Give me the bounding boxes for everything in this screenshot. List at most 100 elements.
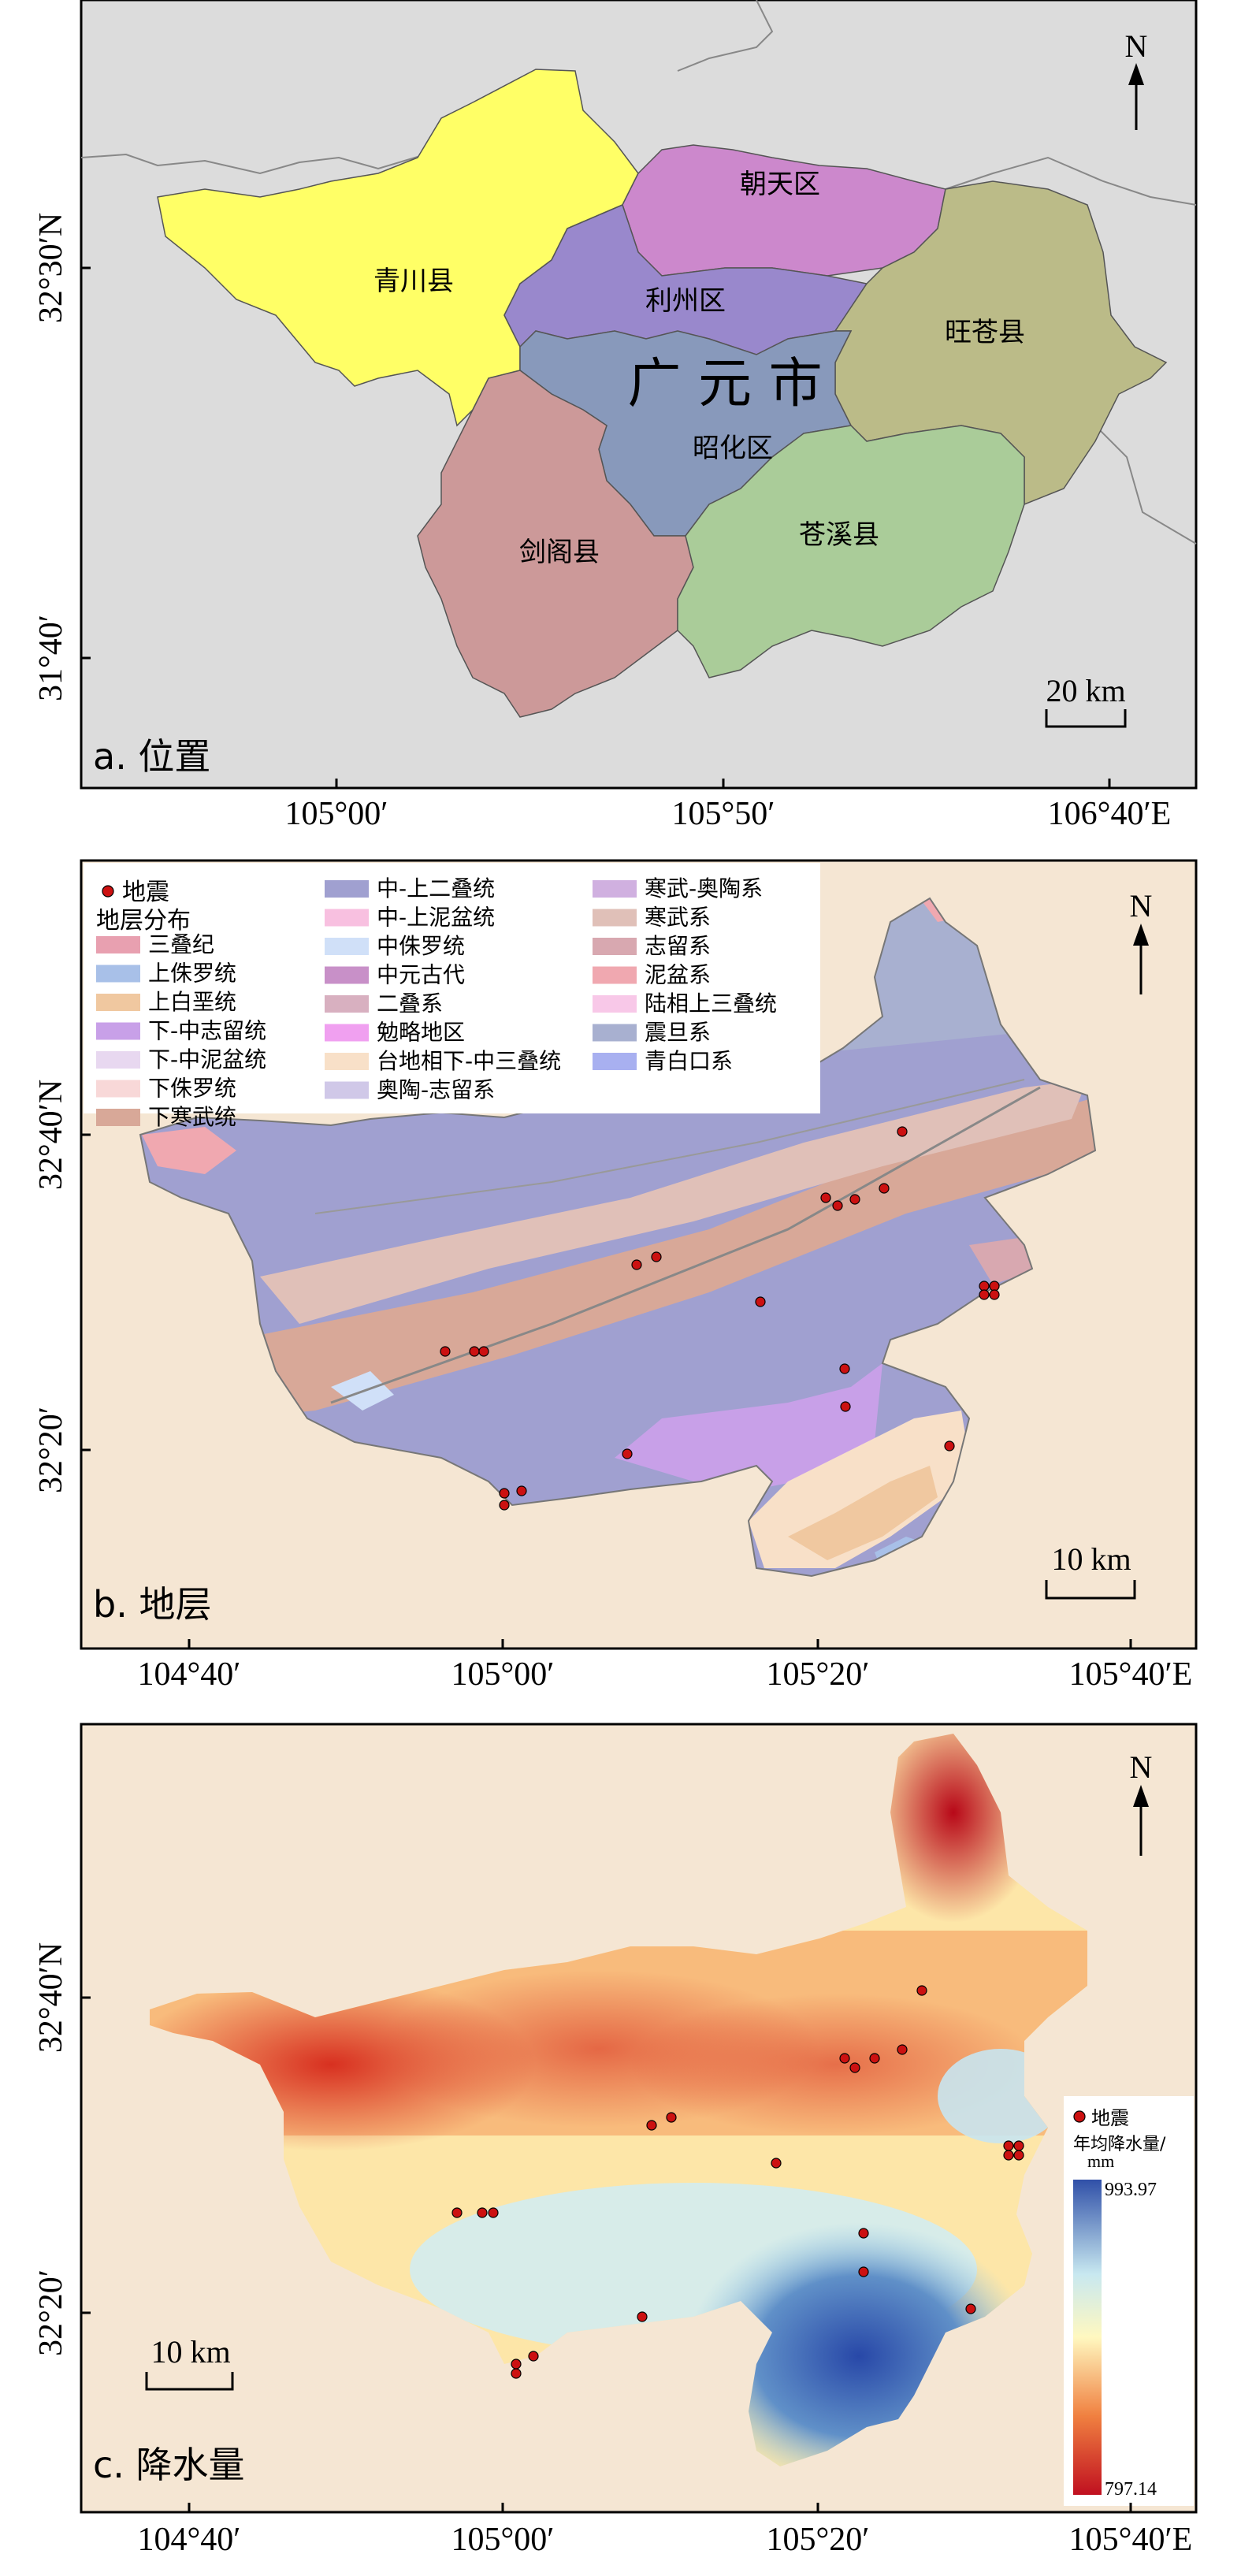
earthquake-point	[989, 1289, 1000, 1300]
x-tick-label: 105°40′E	[1069, 2522, 1193, 2558]
scale-label: 10 km	[150, 2334, 230, 2370]
earthquake-point	[637, 2311, 648, 2322]
earthquake-point	[916, 1985, 927, 1996]
legend-label: 寒武-奥陶系	[645, 875, 763, 901]
north-label: N	[1130, 888, 1153, 924]
earthquake-point	[979, 1289, 990, 1300]
legend-title: 年均降水量/	[1073, 2135, 1166, 2154]
earthquake-point	[1013, 2140, 1024, 2151]
x-tick-label: 105°40′E	[1069, 1656, 1193, 1693]
stratum-area	[142, 1127, 236, 1174]
legend-label: 下侏罗统	[148, 1076, 236, 1102]
earthquake-point	[651, 1251, 662, 1262]
legend-swatch	[96, 1022, 140, 1040]
district-label: 青川县	[373, 266, 454, 297]
legend-swatch	[96, 936, 140, 953]
x-tick-label: 105°00′	[451, 2522, 555, 2558]
boundary-line	[677, 0, 774, 72]
x-tick-label: 105°20′	[767, 2522, 870, 2558]
scale-label: 10 km	[1051, 1541, 1131, 1577]
stratum-area	[260, 1080, 1087, 1324]
panel-label: a. 位置	[93, 735, 210, 778]
legend-swatch	[96, 994, 140, 1011]
district-label: 剑阁县	[519, 537, 600, 568]
legend-swatch	[96, 1051, 140, 1069]
fault-line	[330, 1086, 1041, 1404]
legend-swatch	[593, 909, 637, 927]
fault-line	[314, 1079, 1025, 1214]
earthquake-point	[1003, 2150, 1014, 2161]
legend-label: 中元古代	[377, 962, 465, 988]
legend-swatch	[96, 965, 140, 983]
earthquake-point	[499, 1488, 510, 1499]
x-tick-label: 104°40′	[138, 2522, 241, 2558]
earthquake-point	[440, 1346, 451, 1357]
north-label: N	[1125, 28, 1148, 64]
north-arrow-icon	[1133, 924, 1149, 946]
rain-high-e	[630, 1994, 1040, 2136]
earthquake-point	[516, 1485, 527, 1496]
district-cangxi	[677, 425, 1025, 678]
legend-label: 台地相下-中三叠统	[377, 1048, 561, 1074]
earthquake-point	[840, 1401, 851, 1412]
district-label: 昭化区	[693, 433, 773, 464]
stratum-area	[615, 1363, 882, 1489]
legend-label: 中侏罗统	[377, 933, 465, 959]
x-tick-label: 105°00′	[451, 1656, 555, 1693]
x-tick-label: 105°00′	[285, 796, 388, 832]
legend-swatch	[325, 966, 369, 984]
legend-label: 志留系	[645, 933, 711, 959]
earthquake-point	[478, 1346, 489, 1357]
earthquake-point	[528, 2351, 539, 2362]
earthquake-point	[879, 1183, 890, 1194]
legend-label: 中-上泥盆统	[377, 905, 495, 931]
y-tick-label: 31°40′	[33, 615, 69, 701]
earthquake-point	[849, 1194, 860, 1205]
earthquake-point	[897, 1126, 908, 1137]
legend-swatch	[593, 938, 637, 955]
district-label: 朝天区	[740, 169, 820, 200]
legend-label: 勉略地区	[377, 1020, 465, 1046]
earthquake-point	[1003, 2140, 1014, 2151]
north-arrow-icon	[1128, 63, 1144, 85]
stratum-area	[788, 1466, 938, 1560]
ramp-min: 797.14	[1105, 2479, 1157, 2500]
legend-earthquake: 地震	[122, 879, 169, 906]
earthquake-points	[440, 1126, 1000, 1511]
legend-label: 中-上二叠统	[377, 875, 495, 901]
city-label: 广 元 市	[627, 353, 822, 415]
north-arrow-icon	[1133, 1785, 1149, 1807]
earthquake-point	[849, 2062, 860, 2073]
stratum-area	[969, 1237, 1040, 1284]
earthquake-point	[820, 1192, 831, 1203]
earthquake-point	[631, 1259, 642, 1270]
earthquake-point	[979, 1281, 990, 1292]
panel-c: 地震 年均降水量/ mm 993.97 797.14 N 10 km c. 降水…	[33, 1723, 1198, 2558]
y-tick-label: 32°20′	[33, 2269, 69, 2356]
earthquake-point	[499, 1500, 510, 1511]
legend-swatch	[96, 1109, 140, 1126]
scale-label: 20 km	[1046, 673, 1125, 708]
earthquake-point	[1013, 2150, 1024, 2161]
legend-label: 上白垩统	[148, 989, 236, 1015]
x-tick-label: 106°40′E	[1048, 796, 1172, 832]
earthquake-point	[511, 2359, 522, 2370]
district-jiange	[417, 370, 694, 718]
earthquake-point	[989, 1281, 1000, 1292]
legend-swatch	[325, 938, 369, 955]
ramp-max: 993.97	[1105, 2180, 1157, 2200]
earthquake-point	[622, 1448, 633, 1459]
legend-label: 下寒武统	[148, 1104, 236, 1130]
scale-bar	[1045, 1580, 1136, 1600]
y-tick-label: 32°30′N	[33, 213, 69, 323]
district-label: 旺苍县	[945, 317, 1025, 348]
earthquake-point	[666, 2112, 677, 2123]
legend-label: 震旦系	[645, 1020, 711, 1046]
earthquake-point	[488, 2207, 499, 2218]
legend-swatch	[593, 966, 637, 984]
legend-swatch	[325, 995, 369, 1013]
boundary-line	[945, 156, 1197, 206]
x-tick-label: 104°40′	[138, 1656, 241, 1693]
